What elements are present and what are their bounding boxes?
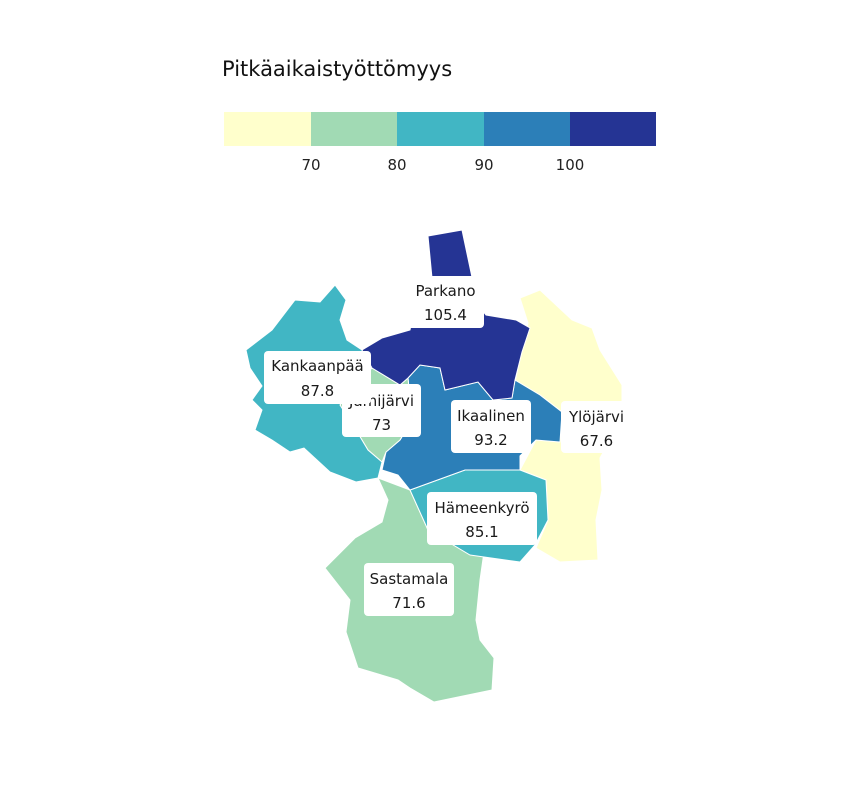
label-box (264, 351, 371, 404)
legend-swatch (484, 112, 570, 146)
region-labels: Parkano 105.4 Jämijärvi 73 Kankaanpää 87… (264, 276, 632, 616)
label-value: 73 (372, 416, 391, 434)
legend-tick: 80 (387, 156, 406, 174)
label-value: 85.1 (465, 523, 498, 541)
label-name: Sastamala (370, 570, 449, 588)
label-hameenkyro: Hämeenkyrö 85.1 (427, 492, 537, 545)
label-parkano: Parkano 105.4 (407, 276, 484, 328)
label-box (451, 400, 531, 453)
legend-tick: 100 (556, 156, 585, 174)
label-box (561, 401, 632, 453)
label-value: 93.2 (474, 431, 507, 449)
label-value: 71.6 (392, 594, 425, 612)
label-ylojarvi: Ylöjärvi 67.6 (561, 401, 632, 453)
legend: Pitkäaikaistyöttömyys 70 80 90 100 (222, 57, 656, 174)
label-ikaalinen: Ikaalinen 93.2 (451, 400, 531, 453)
legend-swatch (397, 112, 484, 146)
label-box (407, 276, 484, 328)
label-name: Ikaalinen (457, 407, 525, 425)
legend-tick: 90 (474, 156, 493, 174)
label-name: Ylöjärvi (568, 408, 624, 426)
legend-title: Pitkäaikaistyöttömyys (222, 57, 452, 81)
label-value: 67.6 (580, 432, 613, 450)
label-value: 87.8 (301, 382, 334, 400)
label-box (364, 563, 454, 616)
label-sastamala: Sastamala 71.6 (364, 563, 454, 616)
legend-swatch (570, 112, 656, 146)
label-kankaanpaa: Kankaanpää 87.8 (264, 351, 371, 404)
label-box (427, 492, 537, 545)
legend-swatch (311, 112, 397, 146)
label-name: Parkano (415, 282, 475, 300)
label-name: Hämeenkyrö (434, 499, 529, 517)
label-value: 105.4 (424, 306, 467, 324)
legend-tick: 70 (301, 156, 320, 174)
legend-swatch (224, 112, 311, 146)
label-name: Kankaanpää (271, 357, 364, 375)
